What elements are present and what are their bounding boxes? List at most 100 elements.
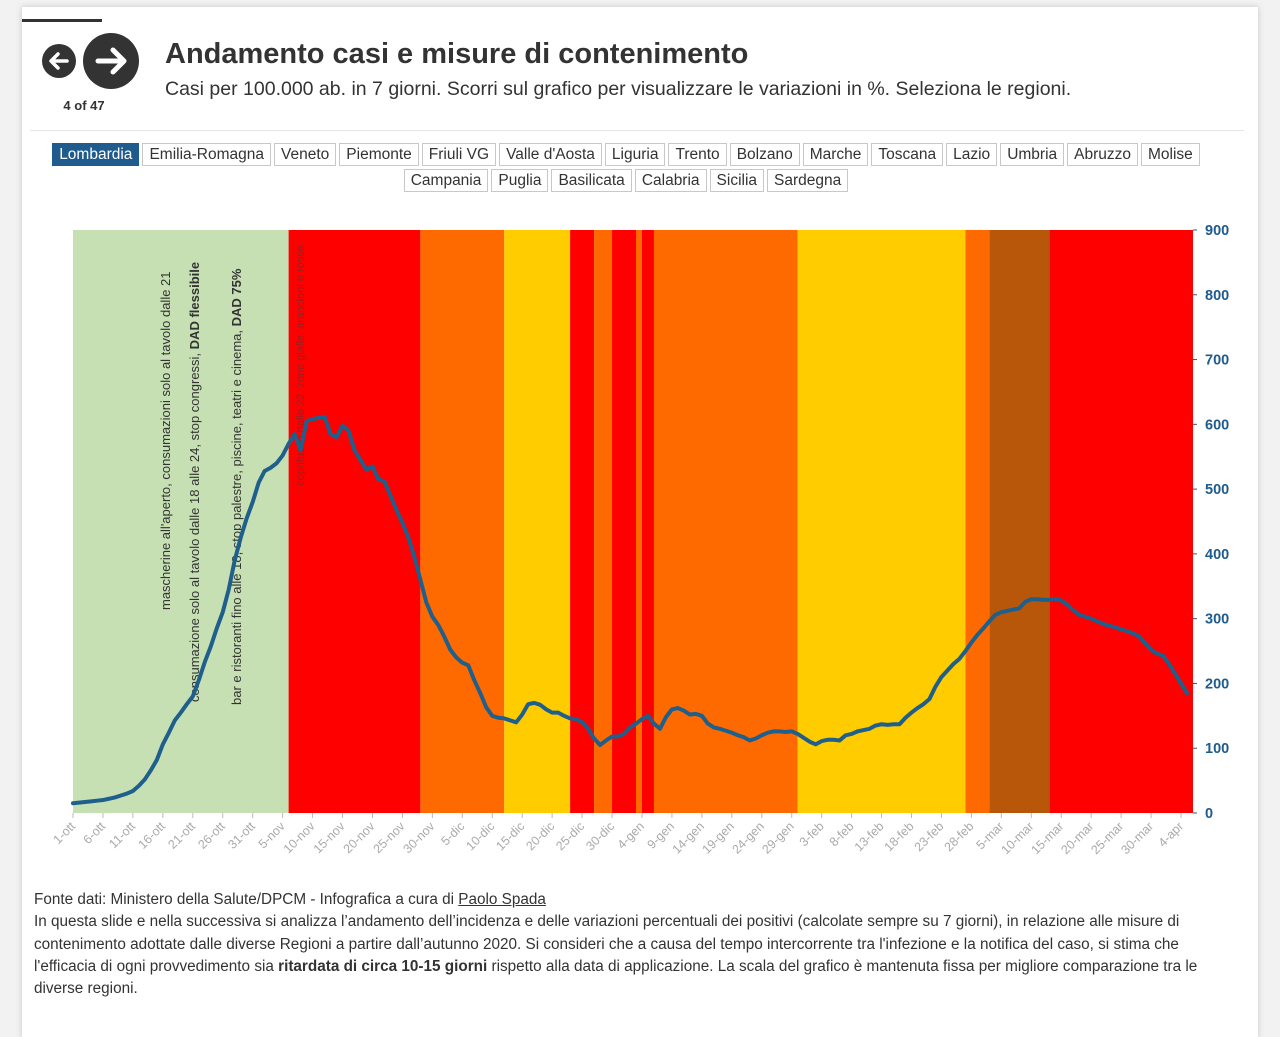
region-row: Campania Puglia Basilicata Calabria Sicilia S… [30,169,1222,192]
y-tick-label: 200 [1205,676,1229,692]
x-tick-label: 4-apr [1156,819,1187,850]
zone-band [797,230,966,813]
nav-buttons [42,33,139,89]
y-tick-label: 800 [1205,288,1229,304]
region-button[interactable]: Abruzzo [1067,143,1139,166]
region-button[interactable]: Calabria [634,169,707,192]
region-button[interactable]: Friuli VG [421,143,497,166]
source-text: Fonte dati: Ministero della Salute/DPCM … [34,891,459,908]
x-tick-label: 16-ott [135,819,168,852]
x-tick-label: 13-feb [852,819,887,854]
zone-band [594,230,613,813]
source-line: Fonte dati: Ministero della Salute/DPCM … [34,889,1220,911]
y-tick-label: 900 [1205,223,1229,239]
region-button[interactable]: Liguria [604,143,666,166]
region-button[interactable]: Molise [1141,143,1200,166]
region-button[interactable]: Basilicata [551,169,632,192]
zone-band [420,230,505,813]
x-tick-label: 15-nov [311,819,348,856]
x-tick-label: 20-mar [1058,819,1096,857]
x-tick-label: 1-ott [51,819,79,847]
y-tick-label: 0 [1205,806,1213,822]
author-link[interactable]: Paolo Spada [458,891,546,908]
annotation: consumazione solo al tavolo dalle 18 all… [187,262,202,702]
navigation: 4 of 47 [30,28,150,118]
zone-band [570,230,595,813]
region-button[interactable]: Toscana [871,143,944,166]
x-tick-label: 4-gen [615,819,648,852]
x-tick-label: 25-mar [1088,819,1126,857]
annotation-part: DAD 75% [229,268,244,326]
x-tick-label: 31-ott [225,819,258,852]
x-tick-label: 10-nov [281,819,318,856]
x-tick-label: 15-mar [1028,819,1066,857]
y-tick-label: 300 [1205,612,1229,628]
region-selector: Lombardia Emilia-Romagna Veneto Piemonte Fri… [30,143,1222,195]
forward-button[interactable] [83,33,139,89]
x-tick-label: 20-dic [523,819,557,853]
y-tick-label: 500 [1205,482,1229,498]
description-text: rispetto alla data di applicazione. La s… [34,957,1198,998]
x-tick-label: 25-nov [371,819,408,856]
annotation-part: DAD flessibile [187,262,202,349]
chart: 0 100 200 300 400 500 600 700 800 900 1-ott 6-ott11… [51,223,1230,857]
x-tick-label: 6-ott [80,819,108,847]
x-tick-label: 21-ott [165,819,198,852]
y-tick-label: 600 [1205,417,1229,433]
region-row: Lombardia Emilia-Romagna Veneto Piemonte Fri… [30,143,1222,166]
x-tick-label: 10-mar [999,819,1037,857]
region-button[interactable]: Trento [668,143,727,166]
description-bold: ritardata di circa 10-15 giorni [278,957,488,975]
y-tick-label: 700 [1205,353,1229,369]
zone-band [73,230,289,813]
region-button[interactable]: Piemonte [339,143,419,166]
separator [30,130,1244,131]
subtitle: Casi per 100.000 ab. in 7 giorni. Scorri… [165,78,1072,100]
region-button[interactable]: Umbria [1000,143,1065,166]
top-bar [22,19,102,22]
region-button[interactable]: Sardegna [767,169,849,192]
zone-band [635,230,642,813]
x-tick-label: 30-dic [583,819,617,853]
region-button[interactable]: Puglia [491,169,549,192]
region-button[interactable]: Campania [403,169,489,192]
x-tick-label: 30-mar [1118,819,1156,857]
y-tick-label: 400 [1205,547,1229,563]
series-line [71,414,1190,806]
footer: Fonte dati: Ministero della Salute/DPCM … [34,889,1220,1000]
zone-band [989,230,1050,813]
x-tick-label: 20-nov [341,819,378,856]
region-button[interactable]: Sicilia [709,169,765,192]
zone-band [612,230,636,813]
x-tick-label: 30-nov [401,819,438,856]
region-button[interactable]: Marche [802,143,869,166]
description: In questa slide e nella successiva si an… [34,911,1220,1000]
region-button[interactable]: Veneto [274,143,337,166]
x-tick-label: 3-feb [797,819,827,849]
slide-counter: 4 of 47 [63,98,105,113]
annotation-part: mascherine all'aperto, consumazioni solo… [158,271,173,610]
region-button[interactable]: Emilia-Romagna [142,143,272,166]
region-button[interactable]: Lazio [946,143,998,166]
x-tick-label: 25-dic [553,819,587,853]
zone-band [653,230,798,813]
y-tick-label: 100 [1205,741,1229,757]
x-tick-label: 14-gen [670,819,707,856]
region-button[interactable]: Bolzano [729,143,800,166]
x-tick-label: 23-feb [912,819,947,854]
x-tick-label: 29-gen [759,819,796,856]
zone-band [965,230,990,813]
x-tick-label: 24-gen [729,819,766,856]
x-tick-label: 26-ott [195,819,228,852]
description-text: In questa slide e nella successiva si an… [34,913,1180,975]
region-button[interactable]: Valle d'Aosta [499,143,602,166]
region-button[interactable]: Lombardia [52,143,140,166]
back-button[interactable] [42,44,76,78]
annotation-part: consumazione solo al tavolo dalle 18 all… [187,349,202,702]
x-tick-label: 19-gen [700,819,737,856]
x-tick-label: 11-ott [106,819,138,851]
annotation: mascherine all'aperto, consumazioni solo… [158,271,173,610]
x-tick-label: 28-feb [942,819,977,854]
